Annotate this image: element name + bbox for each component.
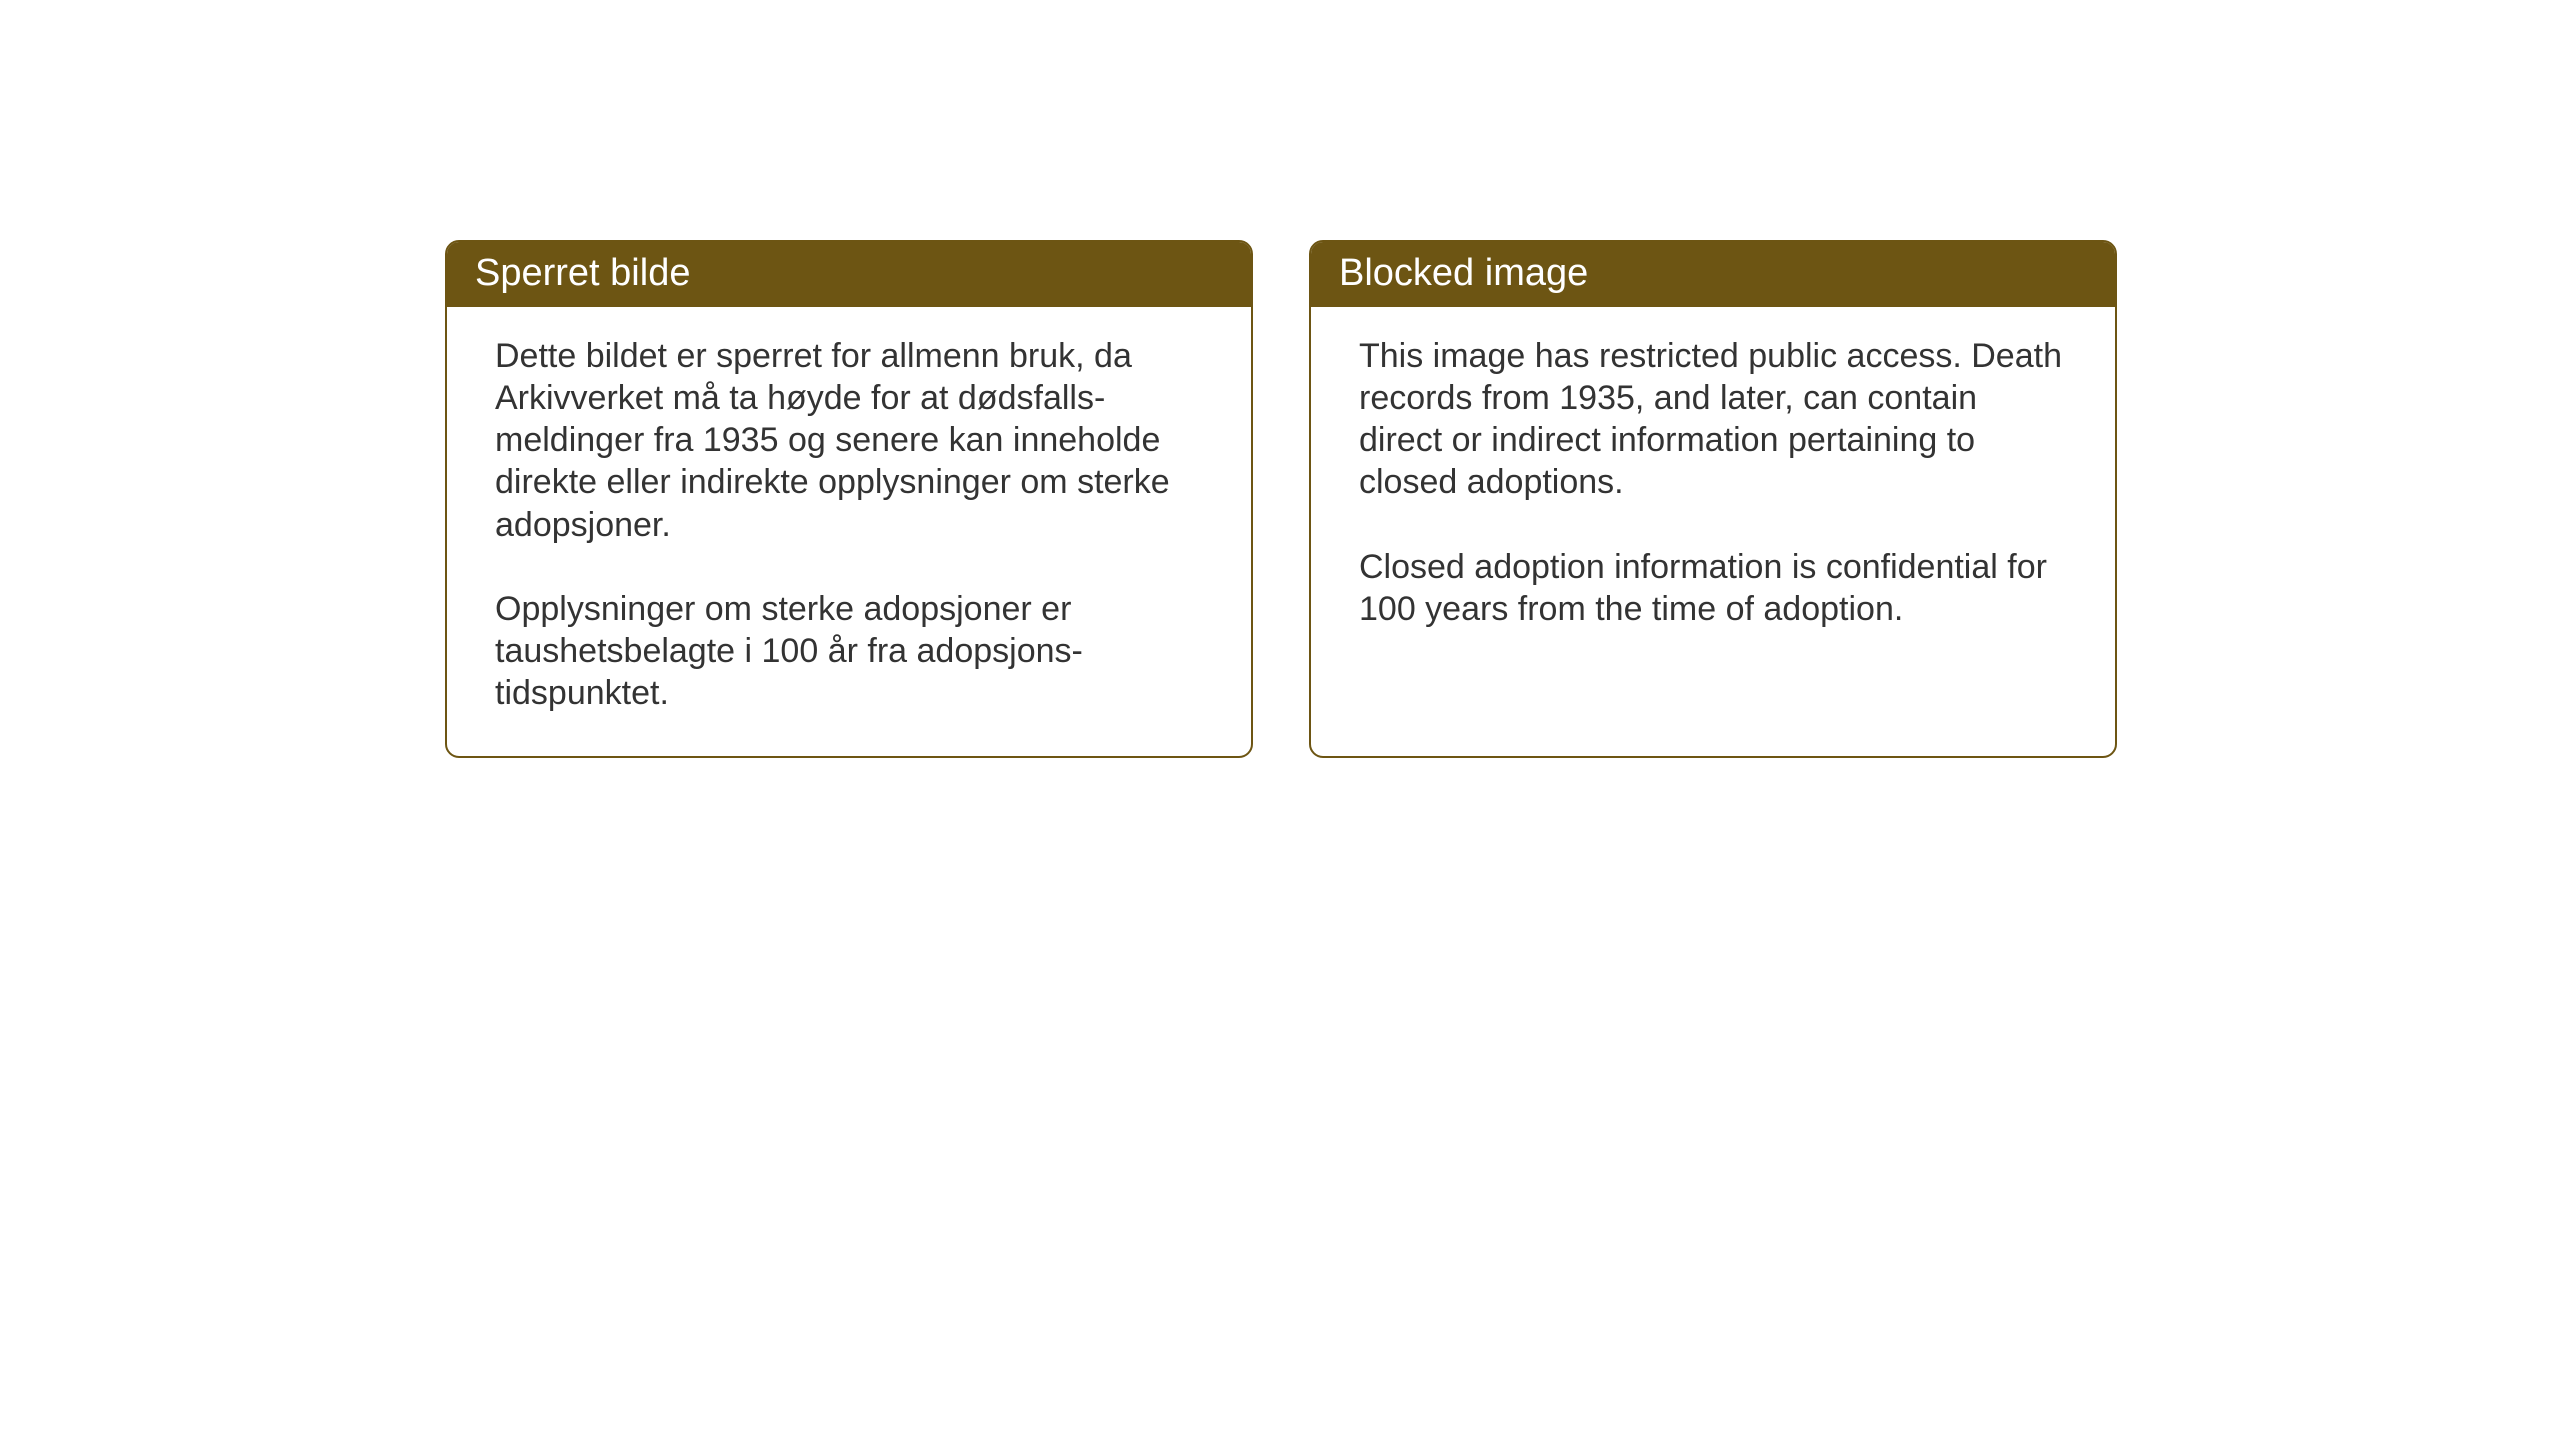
notice-header-english: Blocked image: [1311, 242, 2115, 307]
notice-body-norwegian: Dette bildet er sperret for allmenn bruk…: [447, 307, 1251, 756]
notice-paragraph-1-english: This image has restricted public access.…: [1359, 335, 2067, 504]
notice-container: Sperret bilde Dette bildet er sperret fo…: [445, 240, 2117, 758]
notice-paragraph-2-norwegian: Opplysninger om sterke adopsjoner er tau…: [495, 588, 1203, 714]
notice-card-english: Blocked image This image has restricted …: [1309, 240, 2117, 758]
notice-paragraph-2-english: Closed adoption information is confident…: [1359, 546, 2067, 630]
notice-body-english: This image has restricted public access.…: [1311, 307, 2115, 672]
notice-header-norwegian: Sperret bilde: [447, 242, 1251, 307]
notice-card-norwegian: Sperret bilde Dette bildet er sperret fo…: [445, 240, 1253, 758]
notice-paragraph-1-norwegian: Dette bildet er sperret for allmenn bruk…: [495, 335, 1203, 546]
